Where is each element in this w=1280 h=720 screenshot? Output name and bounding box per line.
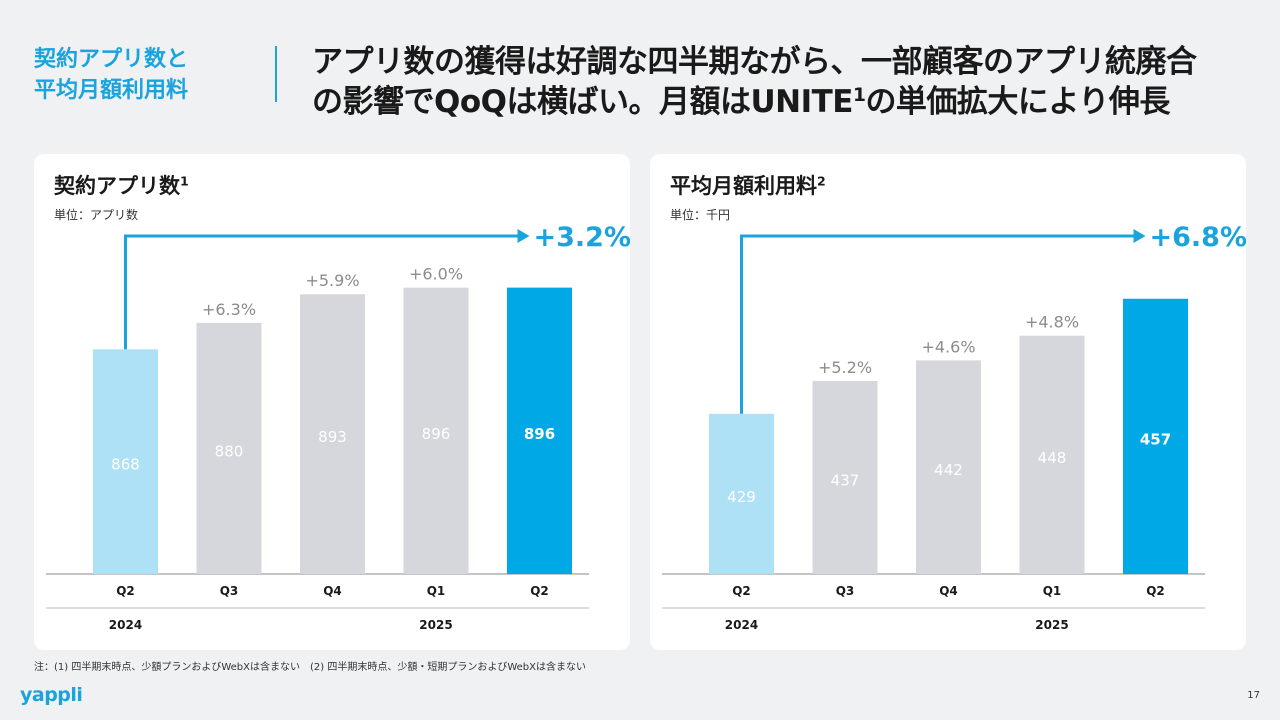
category-tick-label: Q4 [939,584,958,598]
monthly-fee-chart: 429 Q2 437 +5.2% Q3 442 +4.6% Q4 448 +4.8% Q1 457 Q2… [662,222,1247,632]
year-label: 2025 [419,618,452,632]
bar-value-label: 437 [831,471,860,489]
bar [1123,298,1188,574]
bar [916,360,981,574]
bar-value-label: 893 [318,428,347,446]
growth-label: +5.9% [305,271,359,290]
monthly-fee-panel: 平均月額利用料2 単位：千円 429 Q2 437 +5.2% Q3 442 +4.6% Q4… [650,154,1246,650]
highlight-growth-label: +3.2% [534,222,631,253]
app-count-panel: 契約アプリ数1 単位：アプリ数 868 Q2 880 +6.3% Q3 893 +5.9% Q… [34,154,630,650]
category-tick-label: Q2 [530,584,549,598]
category-tick-label: Q2 [1146,584,1165,598]
section-label-line-2: 平均月額利用料 [34,78,189,103]
headline-line-2-post: の単価拡大により伸長 [865,84,1170,120]
section-label: 契約アプリ数と 平均月額利用料 [34,44,188,106]
yappli-logo: yappli [20,684,83,706]
growth-arrow-line [740,234,1134,414]
highlight-growth-label: +6.8% [1150,222,1247,253]
bar-value-label: 880 [215,442,244,460]
app-count-unit: 単位：アプリ数 [54,208,139,222]
headline-superscript: 1 [852,84,866,106]
app-count-title-text: 契約アプリ数 [54,174,180,198]
bar-value-label: 896 [524,425,555,443]
growth-arrow-head [517,229,530,243]
category-tick-label: Q1 [1043,584,1062,598]
bar-value-label: 896 [422,425,451,443]
growth-arrow-line [124,234,518,350]
footnote: 注：(1) 四半期末時点、少額プランおよびWebXは含まない (2) 四半期末時… [34,662,586,673]
growth-label: +6.3% [202,300,256,319]
page-number: 17 [1247,690,1260,701]
headline-line-2: の影響でQoQは横ばい。月額はUNITE1の単価拡大により伸長 [312,82,1262,122]
bar [709,413,774,574]
year-label: 2025 [1035,618,1068,632]
headline-line-1: アプリ数の獲得は好調な四半期ながら、一部顧客のアプリ統廃合 [312,44,1197,80]
section-divider [275,46,277,102]
category-tick-label: Q3 [836,584,855,598]
section-label-line-1: 契約アプリ数と [34,47,189,72]
app-count-title: 契約アプリ数1 [54,170,189,200]
category-tick-label: Q1 [427,584,446,598]
bar [403,287,469,574]
bar-value-label: 429 [727,488,756,506]
growth-label: +6.0% [409,265,463,284]
app-count-chart: 868 Q2 880 +6.3% Q3 893 +5.9% Q4 896 +6.0% Q1 896 Q2… [46,222,631,632]
headline: アプリ数の獲得は好調な四半期ながら、一部顧客のアプリ統廃合 の影響でQoQは横ば… [312,42,1262,122]
bar-value-label: 457 [1140,430,1171,448]
bar-value-label: 442 [934,461,963,479]
bar [196,322,262,574]
year-label: 2024 [725,618,758,632]
bar [507,287,572,574]
app-count-title-sup: 1 [180,173,189,189]
monthly-fee-unit: 単位：千円 [670,208,731,222]
monthly-fee-title-text: 平均月額利用料 [670,174,817,198]
category-tick-label: Q4 [323,584,342,598]
bar-value-label: 868 [111,456,140,474]
category-tick-label: Q2 [116,584,135,598]
headline-line-2-pre: の影響でQoQは横ばい。月額はUNITE [312,84,853,120]
category-tick-label: Q2 [732,584,751,598]
monthly-fee-title-sup: 2 [817,173,826,189]
bar [1019,335,1085,574]
bar-value-label: 448 [1038,449,1067,467]
bar [812,380,878,574]
category-tick-label: Q3 [220,584,239,598]
growth-label: +5.2% [818,358,872,377]
bar [93,349,158,574]
growth-label: +4.6% [921,337,975,356]
year-label: 2024 [109,618,142,632]
monthly-fee-title: 平均月額利用料2 [670,170,826,200]
growth-arrow-head [1133,229,1146,243]
growth-label: +4.8% [1025,313,1079,332]
bar [300,294,365,574]
